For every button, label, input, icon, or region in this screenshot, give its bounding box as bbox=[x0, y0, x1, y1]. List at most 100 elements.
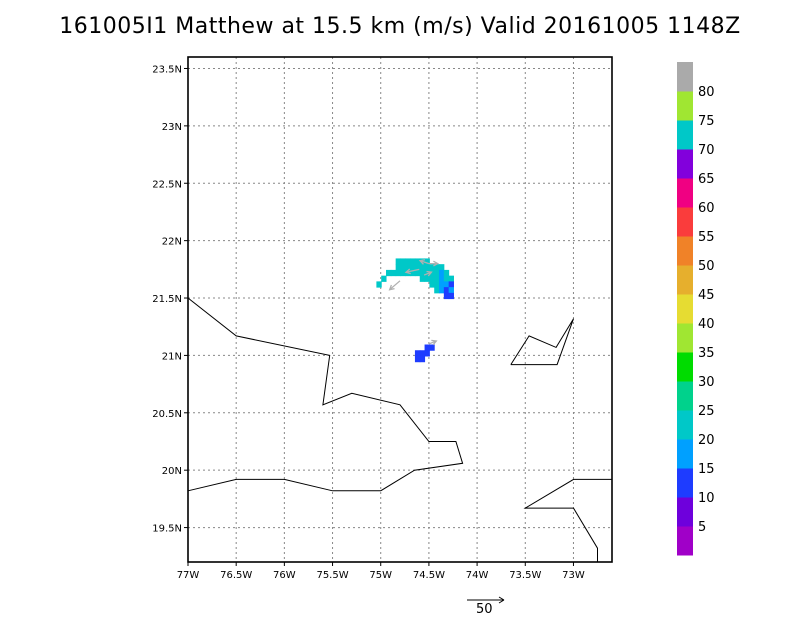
colorbar-segment bbox=[677, 439, 693, 469]
colorbar-label: 10 bbox=[698, 491, 715, 506]
colorbar-segment bbox=[677, 410, 693, 440]
wind-cell bbox=[429, 344, 435, 351]
reference-vector: 50 bbox=[467, 596, 505, 617]
colorbar-label: 65 bbox=[698, 172, 715, 187]
lon-tick-label: 74.5W bbox=[413, 570, 445, 581]
wind-cell bbox=[386, 269, 392, 277]
reference-arrowhead bbox=[498, 596, 505, 604]
colorbar-segment bbox=[677, 468, 693, 498]
wind-speed-cells bbox=[376, 258, 454, 363]
wind-cell bbox=[443, 292, 450, 300]
wind-cell bbox=[405, 258, 411, 265]
lat-tick-label: 21N bbox=[162, 351, 182, 362]
coastline bbox=[187, 297, 464, 492]
colorbar-segment bbox=[677, 207, 693, 237]
wind-cell bbox=[395, 264, 401, 271]
lon-tick-label: 74W bbox=[466, 570, 489, 581]
wind-cell bbox=[448, 287, 454, 294]
wind-cell bbox=[439, 264, 445, 271]
wind-cell bbox=[443, 269, 450, 277]
wind-cell bbox=[405, 264, 411, 271]
wind-cell bbox=[443, 287, 450, 294]
coastline bbox=[510, 318, 574, 366]
colorbar-label: 70 bbox=[698, 143, 715, 158]
wind-cell bbox=[448, 292, 454, 300]
wind-cell bbox=[419, 269, 426, 277]
grid-lines bbox=[188, 57, 612, 562]
lon-tick-label: 73W bbox=[562, 570, 585, 581]
wind-cell bbox=[419, 264, 426, 271]
wind-cell bbox=[414, 258, 421, 265]
wind-cell bbox=[414, 269, 421, 277]
colorbar-label: 30 bbox=[698, 375, 715, 390]
chart-title: 161005I1 Matthew at 15.5 km (m/s) Valid … bbox=[59, 14, 741, 39]
colorbar-segment bbox=[677, 120, 693, 150]
wind-vector bbox=[388, 280, 401, 291]
lon-tick-label: 77W bbox=[177, 570, 200, 581]
colorbar-label: 80 bbox=[698, 85, 715, 100]
colorbar-segment bbox=[677, 497, 693, 527]
wind-cell bbox=[439, 269, 445, 277]
wind-cell bbox=[434, 287, 440, 294]
lat-tick-label: 20N bbox=[162, 466, 182, 477]
wind-vector bbox=[428, 339, 438, 346]
lon-tick-label: 73.5W bbox=[509, 570, 541, 581]
wind-cell bbox=[424, 269, 430, 277]
lon-tick-label: 76.5W bbox=[220, 570, 252, 581]
axis-ticks: 77W 76.5W 76W 75.5W 75W 74.5W 74W 73.5W 73W 19.5N… bbox=[152, 64, 585, 581]
wind-vectors bbox=[388, 259, 440, 346]
wind-cell bbox=[448, 275, 454, 282]
wind-cell bbox=[434, 281, 440, 288]
colorbar-label: 5 bbox=[698, 520, 706, 535]
colorbar-segment bbox=[677, 62, 693, 92]
lat-tick-label: 23.5N bbox=[152, 64, 182, 75]
wind-cell bbox=[395, 258, 401, 265]
wind-cell bbox=[424, 344, 430, 351]
wind-cell bbox=[400, 264, 406, 271]
colorbar-segment bbox=[677, 91, 693, 121]
wind-cell bbox=[400, 258, 406, 265]
wind-cell bbox=[439, 287, 445, 294]
wind-cell bbox=[443, 281, 450, 288]
lat-tick-label: 23N bbox=[162, 122, 182, 133]
colorbar-segment bbox=[677, 352, 693, 382]
wind-cell bbox=[419, 355, 426, 363]
colorbar-segment bbox=[677, 236, 693, 266]
wind-cell bbox=[424, 275, 430, 282]
colorbar-segment bbox=[677, 323, 693, 353]
colorbar-segment bbox=[677, 178, 693, 208]
colorbar-label: 25 bbox=[698, 404, 715, 419]
wind-cell bbox=[424, 350, 430, 357]
wind-cell bbox=[395, 269, 401, 277]
coastline bbox=[523, 478, 612, 562]
wind-cell bbox=[439, 275, 445, 282]
lon-tick-label: 76W bbox=[273, 570, 296, 581]
lat-tick-label: 19.5N bbox=[152, 524, 182, 535]
lat-tick-label: 20.5N bbox=[152, 409, 182, 420]
wind-cell bbox=[381, 275, 387, 282]
colorbar-segment bbox=[677, 381, 693, 411]
wind-cell bbox=[424, 264, 430, 271]
wind-cell bbox=[410, 264, 416, 271]
lon-tick-label: 75W bbox=[369, 570, 392, 581]
wind-cell bbox=[439, 281, 445, 288]
colorbar-segment bbox=[677, 149, 693, 179]
lat-tick-label: 22.5N bbox=[152, 179, 182, 190]
colorbar-segment bbox=[677, 265, 693, 295]
colorbar-label: 20 bbox=[698, 433, 715, 448]
colorbar-segment bbox=[677, 526, 693, 556]
wind-cell bbox=[390, 269, 397, 277]
wind-vector bbox=[418, 259, 430, 265]
wind-vector bbox=[428, 260, 440, 267]
wind-cell bbox=[400, 269, 406, 277]
wind-cell bbox=[414, 264, 421, 271]
colorbar-label: 60 bbox=[698, 201, 715, 216]
wind-cell bbox=[434, 264, 440, 271]
colorbar-label: 45 bbox=[698, 288, 715, 303]
colorbar-label: 55 bbox=[698, 230, 715, 245]
wind-cell bbox=[429, 281, 435, 288]
wind-cell bbox=[419, 275, 426, 282]
wind-cell bbox=[410, 258, 416, 265]
colorbar-label: 35 bbox=[698, 346, 715, 361]
